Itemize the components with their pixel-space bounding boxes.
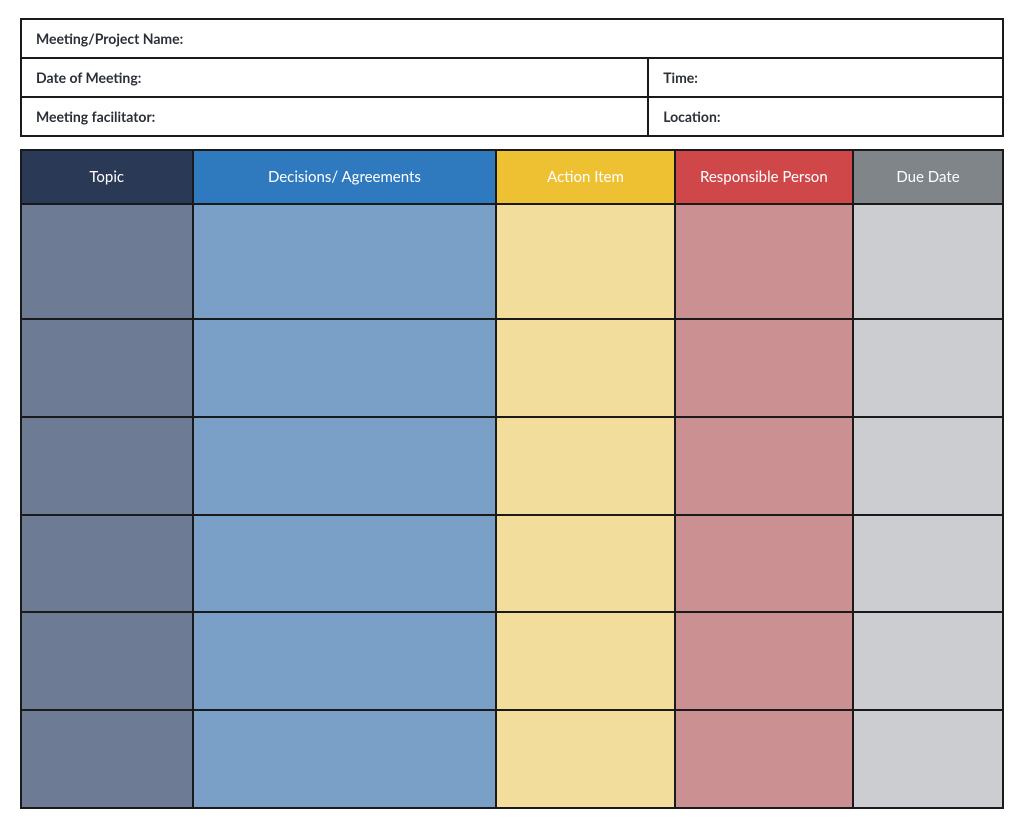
table-cell xyxy=(497,205,675,318)
table-row xyxy=(22,320,1002,418)
meeting-info-box: Meeting/Project Name: Date of Meeting: T… xyxy=(20,18,1004,137)
column-header: Responsible Person xyxy=(676,151,854,203)
table-cell xyxy=(22,205,194,318)
table-cell xyxy=(676,418,854,514)
table-cell xyxy=(497,320,675,416)
table-cell xyxy=(22,516,194,612)
table-cell xyxy=(854,711,1002,807)
table-row xyxy=(22,711,1002,807)
action-items-table: TopicDecisions/ AgreementsAction ItemRes… xyxy=(20,149,1004,809)
table-cell xyxy=(497,613,675,709)
column-header: Action Item xyxy=(497,151,675,203)
table-cell xyxy=(676,613,854,709)
meeting-name-label: Meeting/Project Name: xyxy=(22,20,1002,57)
table-cell xyxy=(676,516,854,612)
table-cell xyxy=(22,711,194,807)
table-cell xyxy=(194,418,498,514)
column-header: Decisions/ Agreements xyxy=(194,151,498,203)
table-cell xyxy=(854,205,1002,318)
column-header: Due Date xyxy=(854,151,1002,203)
table-cell xyxy=(676,711,854,807)
table-row xyxy=(22,613,1002,711)
table-row xyxy=(22,418,1002,516)
table-cell xyxy=(22,613,194,709)
table-cell xyxy=(22,418,194,514)
date-of-meeting-label: Date of Meeting: xyxy=(22,59,649,96)
table-cell xyxy=(194,320,498,416)
info-row-name: Meeting/Project Name: xyxy=(22,20,1002,59)
table-body xyxy=(22,205,1002,807)
table-cell xyxy=(676,320,854,416)
table-cell xyxy=(194,205,498,318)
info-row-facilitator-location: Meeting facilitator: Location: xyxy=(22,98,1002,135)
table-cell xyxy=(194,516,498,612)
table-cell xyxy=(497,516,675,612)
location-label: Location: xyxy=(649,98,1002,135)
table-cell xyxy=(854,516,1002,612)
table-cell xyxy=(22,320,194,416)
table-cell xyxy=(497,711,675,807)
table-row xyxy=(22,516,1002,614)
table-cell xyxy=(854,320,1002,416)
table-cell xyxy=(497,418,675,514)
table-row xyxy=(22,205,1002,320)
time-label: Time: xyxy=(649,59,1002,96)
column-header: Topic xyxy=(22,151,194,203)
table-cell xyxy=(194,613,498,709)
info-row-date-time: Date of Meeting: Time: xyxy=(22,59,1002,98)
facilitator-label: Meeting facilitator: xyxy=(22,98,649,135)
table-header-row: TopicDecisions/ AgreementsAction ItemRes… xyxy=(22,151,1002,205)
table-cell xyxy=(194,711,498,807)
table-cell xyxy=(676,205,854,318)
table-cell xyxy=(854,613,1002,709)
table-cell xyxy=(854,418,1002,514)
